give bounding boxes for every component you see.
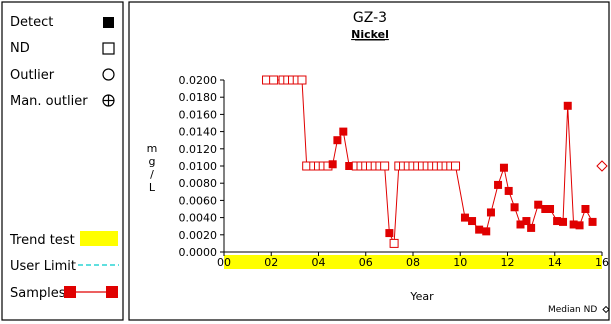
data-point-detect	[588, 217, 597, 226]
data-point-detect	[460, 213, 469, 222]
x-tick-label: 14	[548, 256, 562, 269]
y-tick-label: 0.0040	[179, 212, 218, 225]
trend-test-band	[224, 255, 602, 269]
data-point-detect	[482, 227, 491, 236]
x-tick-label: 08	[406, 256, 420, 269]
data-point-nd	[380, 161, 390, 171]
data-point-detect	[534, 200, 543, 209]
legend-man-outlier-label: Man. outlier	[10, 94, 88, 109]
series-samples	[262, 75, 608, 248]
x-tick-label: 04	[312, 256, 326, 269]
data-point-detect	[486, 208, 495, 217]
y-axis-label-char: L	[149, 181, 156, 194]
x-tick-label: 16	[595, 256, 609, 269]
data-point-detect	[563, 101, 572, 110]
detect-marker-icon	[103, 17, 114, 28]
y-tick-label: 0.0060	[179, 194, 218, 207]
outlier-marker-icon	[102, 68, 115, 81]
y-tick-label: 0.0180	[179, 91, 218, 104]
legend-user-limit-label: User Limit	[10, 259, 76, 274]
y-tick-labels: 0.0000 0.0020 0.0040 0.0060 0.0080 0.0100 0.01…	[179, 74, 224, 259]
data-point-detect	[339, 127, 348, 136]
chart-subtitle: Nickel	[351, 28, 389, 41]
y-axis-label: mg/L	[147, 142, 158, 194]
x-tick-label: 06	[359, 256, 373, 269]
data-point-detect	[541, 205, 550, 213]
x-tick-label: 00	[217, 256, 231, 269]
x-tick-labels: 00 02 04 06 08 10 12 14 16	[217, 252, 609, 269]
data-point-detect	[516, 220, 525, 229]
y-tick-label: 0.0200	[179, 74, 218, 87]
y-tick-label: 0.0140	[179, 126, 218, 139]
data-point-detect	[333, 136, 342, 145]
data-point-nd	[297, 75, 307, 85]
y-tick-label: 0.0160	[179, 108, 218, 121]
data-point-detect	[581, 205, 590, 213]
data-point-detect	[328, 160, 337, 169]
data-point-detect	[499, 163, 508, 172]
y-tick-label: 0.0020	[179, 229, 218, 242]
data-point-detect	[569, 220, 578, 229]
y-tick-label: 0.0000	[179, 246, 218, 259]
legend-nd-label: ND	[10, 41, 30, 56]
median-nd-label: Median ND	[548, 305, 597, 315]
legend-frame	[1, 1, 124, 321]
data-point-detect	[475, 225, 484, 234]
y-tick-label: 0.0120	[179, 143, 218, 156]
x-tick-label: 10	[453, 256, 467, 269]
chart-panel: GZ-3 Nickel mg/L 0.0000 0.0020 0.0040 0.006…	[128, 1, 610, 321]
legend-samples-label: Samples	[10, 286, 66, 301]
data-point-detect	[385, 229, 394, 238]
data-point-detect	[527, 223, 536, 232]
man-outlier-marker-icon	[102, 94, 115, 107]
data-point-detect	[559, 217, 568, 226]
y-axis-label-char: m	[147, 142, 158, 155]
y-axis-label-char: g	[149, 155, 156, 168]
legend-outlier-label: Outlier	[10, 68, 55, 83]
trend-test-swatch	[80, 231, 118, 246]
data-point-nd	[389, 238, 399, 248]
data-point-detect	[546, 205, 555, 213]
x-tick-label: 02	[264, 256, 278, 269]
data-point-nd	[269, 75, 279, 85]
data-point-detect	[504, 186, 513, 195]
x-tick-label: 12	[501, 256, 515, 269]
legend-trend-test-label: Trend test	[9, 233, 75, 248]
data-point-detect	[575, 221, 584, 230]
x-axis-label: Year	[409, 290, 434, 303]
legend-panel: Detect ND Outlier Man. outlier Trend tes…	[1, 1, 124, 321]
median-nd-legend-icon	[602, 305, 610, 314]
y-axis-label-char: /	[150, 168, 154, 181]
data-point-detect	[522, 217, 531, 226]
data-point-detect	[494, 180, 503, 189]
nd-marker-icon	[102, 42, 115, 55]
y-tick-label: 0.0080	[179, 177, 218, 190]
data-point-nd	[451, 161, 461, 171]
data-point-detect	[345, 162, 354, 170]
median-nd-marker	[596, 160, 608, 172]
legend-detect-label: Detect	[10, 15, 53, 30]
samples-swatch	[64, 286, 118, 298]
data-point-detect	[553, 217, 562, 226]
data-point-detect	[510, 203, 519, 212]
data-point-detect	[468, 217, 477, 226]
chart-title: GZ-3	[353, 10, 387, 26]
y-tick-label: 0.0100	[179, 160, 218, 173]
